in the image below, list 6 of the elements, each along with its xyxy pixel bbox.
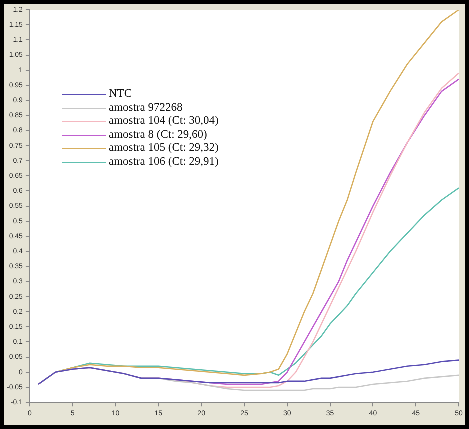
legend-label: NTC: [109, 88, 132, 102]
legend-label: amostra 105 (Ct: 29,32): [109, 142, 219, 156]
legend-label: amostra 104 (Ct: 30,04): [109, 115, 219, 128]
legend-label: amostra 106 (Ct: 29,91): [109, 156, 219, 169]
legend-label: amostra 972268: [109, 102, 183, 115]
legend-label: amostra 8 (Ct: 29,60): [109, 128, 208, 142]
